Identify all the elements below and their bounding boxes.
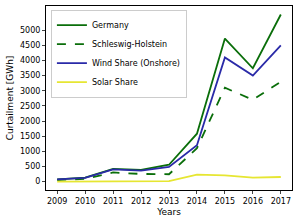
svg-text:Wind Share (Onshore): Wind Share (Onshore)	[92, 59, 180, 68]
svg-text:Germany: Germany	[92, 21, 129, 30]
svg-text:2012: 2012	[131, 197, 151, 206]
svg-text:Years: Years	[156, 207, 181, 217]
svg-text:5000: 5000	[20, 26, 40, 35]
svg-text:2016: 2016	[243, 197, 263, 206]
svg-text:Curtailment [GWh]: Curtailment [GWh]	[5, 56, 15, 141]
svg-text:2013: 2013	[159, 197, 179, 206]
svg-text:1500: 1500	[20, 132, 40, 141]
svg-text:2015: 2015	[215, 197, 235, 206]
svg-text:3500: 3500	[20, 71, 40, 80]
svg-text:2009: 2009	[47, 197, 67, 206]
svg-text:2011: 2011	[103, 197, 123, 206]
svg-text:2017: 2017	[271, 197, 291, 206]
svg-text:2000: 2000	[20, 117, 40, 126]
svg-text:0: 0	[35, 177, 40, 186]
svg-text:Solar Share: Solar Share	[92, 78, 138, 87]
svg-text:4000: 4000	[20, 56, 40, 65]
svg-text:500: 500	[25, 162, 40, 171]
svg-text:4500: 4500	[20, 41, 40, 50]
svg-text:3000: 3000	[20, 87, 40, 96]
svg-text:2010: 2010	[75, 197, 95, 206]
svg-text:2014: 2014	[187, 197, 207, 206]
svg-text:1000: 1000	[20, 147, 40, 156]
svg-text:2500: 2500	[20, 102, 40, 111]
svg-text:Schleswig-Holstein: Schleswig-Holstein	[92, 40, 167, 49]
